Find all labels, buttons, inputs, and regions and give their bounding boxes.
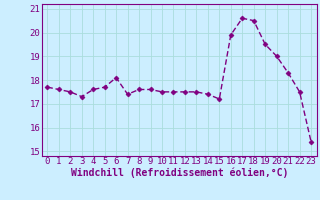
- X-axis label: Windchill (Refroidissement éolien,°C): Windchill (Refroidissement éolien,°C): [70, 168, 288, 178]
